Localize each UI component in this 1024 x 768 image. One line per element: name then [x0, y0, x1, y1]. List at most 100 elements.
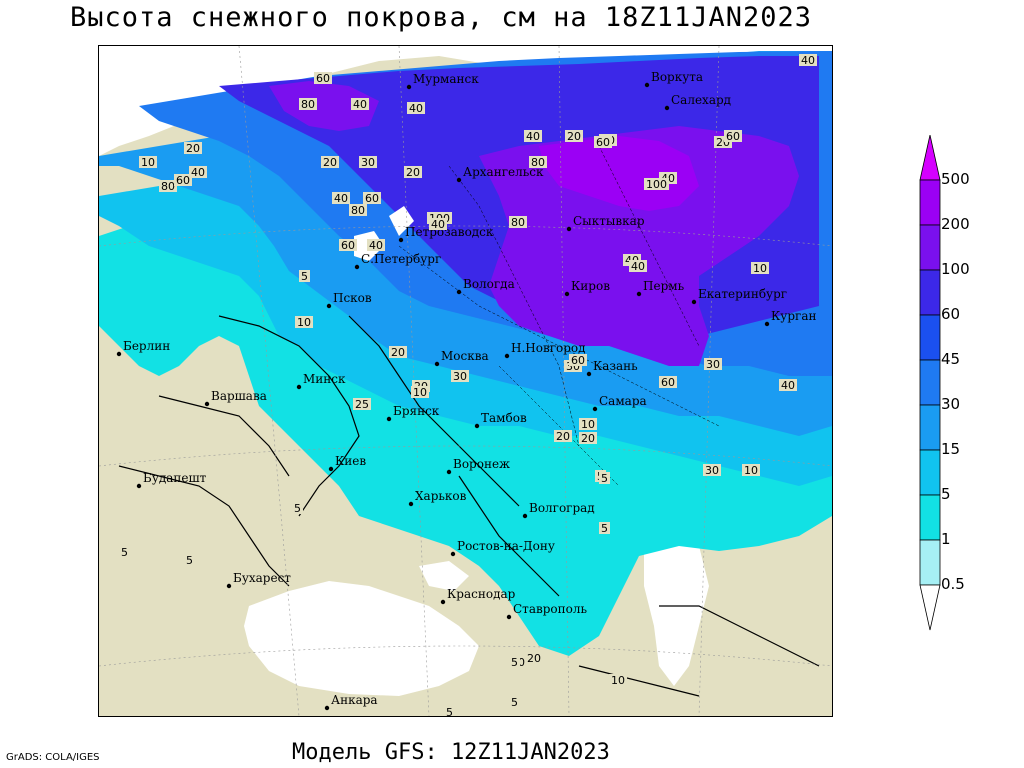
- contour-label: 25: [353, 398, 371, 411]
- svg-text:80: 80: [351, 204, 365, 217]
- region-borders: [398, 145, 720, 487]
- contour-label: 20: [404, 166, 422, 179]
- city-label: Вологда: [463, 277, 515, 291]
- city-label: Петрозаводск: [405, 225, 494, 239]
- contour-label: 40: [799, 54, 817, 67]
- city-dot: [586, 371, 592, 377]
- contour-label: 30: [703, 464, 721, 477]
- city-label: Киев: [335, 454, 366, 468]
- city-dot: [354, 264, 360, 270]
- city-dot: [636, 291, 642, 297]
- city-label: Минск: [303, 372, 346, 386]
- contour-label: 40: [524, 130, 542, 143]
- svg-text:20: 20: [581, 432, 595, 445]
- legend-level-label: 100: [941, 260, 970, 278]
- contour-label: 60: [174, 174, 192, 187]
- contour-label: 60: [659, 376, 677, 389]
- contour-label: 40: [367, 239, 385, 252]
- contour-label: 60: [363, 192, 381, 205]
- country-borders: [118, 315, 820, 697]
- contour-label: 40: [429, 218, 447, 231]
- svg-text:20: 20: [391, 346, 405, 359]
- city-dot: [326, 303, 332, 309]
- contour-label: 40: [332, 192, 350, 205]
- svg-text:5: 5: [186, 554, 193, 567]
- contour-label: 40: [779, 379, 797, 392]
- svg-text:60: 60: [571, 354, 585, 367]
- contour-label: 10: [609, 674, 627, 687]
- contour-label: 80: [299, 98, 317, 111]
- svg-text:60: 60: [341, 239, 355, 252]
- svg-text:60: 60: [726, 130, 740, 143]
- svg-text:60: 60: [596, 136, 610, 149]
- legend-swatch: [919, 539, 941, 586]
- svg-text:20: 20: [527, 652, 541, 665]
- legend-swatch: [919, 314, 941, 361]
- legend-swatch: [919, 269, 941, 316]
- svg-text:30: 30: [706, 358, 720, 371]
- city-label: Ставрополь: [513, 602, 587, 616]
- contour-label: 10: [411, 386, 429, 399]
- svg-text:10: 10: [297, 316, 311, 329]
- city-dot: [296, 384, 302, 390]
- city-dot: [592, 406, 598, 412]
- city-dot: [456, 289, 462, 295]
- city-label: Курган: [771, 309, 816, 323]
- contour-label: 30: [704, 358, 722, 371]
- city-label: Н.Новгород: [511, 341, 586, 355]
- contour-label: 60: [594, 136, 612, 149]
- legend-swatch: [919, 494, 941, 541]
- contour-label: 20: [565, 130, 583, 143]
- city-label: Харьков: [415, 489, 467, 503]
- city-dot: [566, 226, 572, 232]
- legend-level-label: 1: [941, 530, 951, 548]
- svg-text:5: 5: [511, 696, 518, 709]
- contour-label: 5: [509, 696, 520, 709]
- city-dot: [446, 469, 452, 475]
- city-dot: [764, 321, 770, 327]
- contour-label: 30: [359, 156, 377, 169]
- snow-depth-map: Мурманск Воркута Салехард Архангельск Сыктыв…: [98, 45, 833, 717]
- city-label: Тамбов: [481, 411, 527, 425]
- city-dot: [434, 361, 440, 367]
- city-dot: [644, 82, 650, 88]
- city-label: С.Петербург: [361, 252, 441, 266]
- svg-text:40: 40: [631, 260, 645, 273]
- contour-label: 5: [299, 270, 310, 283]
- city-dot: [456, 177, 462, 183]
- contour-label: 20: [525, 652, 543, 665]
- legend-level-label: 45: [941, 350, 961, 368]
- city-dot: [564, 291, 570, 297]
- contour-label: 5: [599, 522, 610, 535]
- contour-label: 10: [295, 316, 313, 329]
- legend-level-label: 15: [941, 440, 961, 458]
- legend-swatch: [919, 134, 941, 181]
- city-label: Сыктывкар: [573, 214, 645, 228]
- contour-label: 60: [339, 239, 357, 252]
- city-markers: Мурманск Воркута Салехард Архангельск Сыктыв…: [116, 70, 816, 711]
- svg-text:60: 60: [316, 72, 330, 85]
- city-dot: [398, 237, 404, 243]
- svg-text:100: 100: [646, 178, 667, 191]
- city-dot: [328, 466, 334, 472]
- legend-level-label: 60: [941, 305, 961, 323]
- svg-text:40: 40: [431, 218, 445, 231]
- model-run-footer: Модель GFS: 12Z11JAN2023: [292, 740, 610, 765]
- svg-text:20: 20: [567, 130, 581, 143]
- contour-label: 5: [599, 472, 610, 485]
- svg-text:5: 5: [301, 270, 308, 283]
- legend-level-label: 5: [941, 485, 951, 503]
- legend-swatch: [919, 449, 941, 496]
- city-dot: [386, 416, 392, 422]
- contour-label: 5: [184, 554, 195, 567]
- city-dot: [116, 351, 122, 357]
- contour-label: 10: [751, 262, 769, 275]
- contour-value-labels: 4060804040402030206020102030208060401001…: [119, 54, 817, 716]
- contour-label: 10: [139, 156, 157, 169]
- city-dot: [226, 583, 232, 589]
- svg-text:80: 80: [161, 180, 175, 193]
- svg-text:10: 10: [141, 156, 155, 169]
- city-label: Киров: [571, 279, 610, 293]
- city-label: Ростов-на-Дону: [457, 539, 555, 553]
- city-dot: [440, 599, 446, 605]
